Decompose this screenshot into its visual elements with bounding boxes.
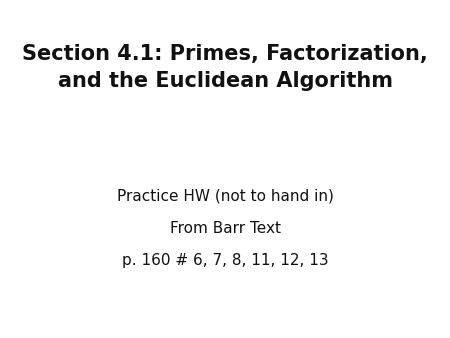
- Text: Section 4.1: Primes, Factorization,
and the Euclidean Algorithm: Section 4.1: Primes, Factorization, and …: [22, 44, 428, 91]
- Text: p. 160 # 6, 7, 8, 11, 12, 13: p. 160 # 6, 7, 8, 11, 12, 13: [122, 253, 328, 268]
- Text: From Barr Text: From Barr Text: [170, 221, 280, 236]
- Text: Practice HW (not to hand in): Practice HW (not to hand in): [117, 189, 333, 203]
